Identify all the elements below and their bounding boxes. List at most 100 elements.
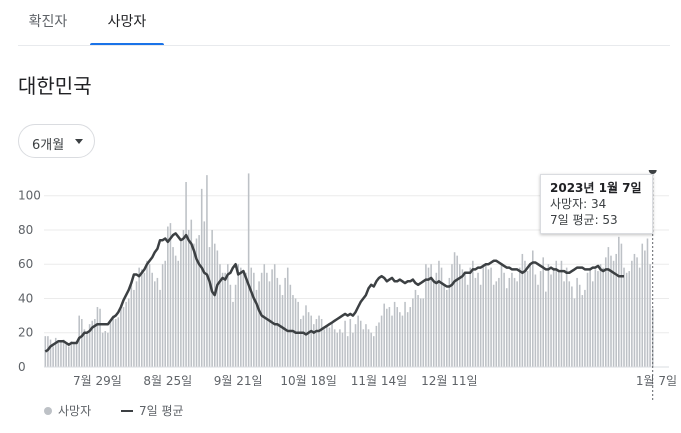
bar[interactable] bbox=[547, 264, 550, 367]
bar[interactable] bbox=[456, 255, 458, 367]
bar[interactable] bbox=[112, 315, 114, 367]
bar[interactable] bbox=[240, 267, 242, 367]
bar[interactable] bbox=[612, 260, 615, 367]
bar[interactable] bbox=[180, 241, 182, 367]
bar[interactable] bbox=[143, 272, 146, 367]
bar[interactable] bbox=[406, 312, 409, 367]
bar[interactable] bbox=[245, 272, 247, 367]
bar[interactable] bbox=[367, 329, 370, 367]
bar[interactable] bbox=[615, 253, 617, 367]
bar[interactable] bbox=[422, 298, 425, 367]
bar[interactable] bbox=[346, 336, 349, 367]
bar[interactable] bbox=[260, 272, 263, 367]
bar[interactable] bbox=[644, 250, 646, 367]
bar[interactable] bbox=[65, 343, 67, 367]
bar[interactable] bbox=[307, 312, 310, 367]
bar[interactable] bbox=[284, 277, 286, 367]
bar[interactable] bbox=[495, 281, 498, 367]
bar[interactable] bbox=[399, 312, 401, 367]
bar[interactable] bbox=[140, 269, 143, 367]
bar[interactable] bbox=[167, 226, 169, 367]
bar[interactable] bbox=[599, 264, 602, 367]
bar[interactable] bbox=[211, 229, 213, 367]
time-range-dropdown[interactable]: 6개월 bbox=[18, 124, 95, 158]
bar[interactable] bbox=[182, 229, 185, 367]
bar[interactable] bbox=[135, 281, 138, 367]
bar[interactable] bbox=[352, 332, 354, 367]
bar[interactable] bbox=[62, 339, 65, 367]
bar[interactable] bbox=[268, 281, 271, 367]
bar[interactable] bbox=[281, 295, 284, 367]
bar[interactable] bbox=[146, 260, 148, 367]
bar[interactable] bbox=[628, 271, 631, 367]
bar[interactable] bbox=[138, 267, 140, 367]
bar[interactable] bbox=[505, 288, 508, 367]
bar[interactable] bbox=[151, 272, 153, 367]
bar[interactable] bbox=[620, 243, 623, 367]
bar[interactable] bbox=[474, 277, 477, 367]
bar[interactable] bbox=[526, 271, 529, 367]
bar[interactable] bbox=[448, 277, 451, 367]
bar[interactable] bbox=[193, 243, 195, 367]
bar[interactable] bbox=[242, 272, 245, 367]
bar[interactable] bbox=[195, 238, 198, 367]
bar[interactable] bbox=[545, 291, 547, 367]
bar[interactable] bbox=[164, 260, 166, 367]
bar[interactable] bbox=[607, 247, 610, 367]
bar[interactable] bbox=[560, 260, 563, 367]
bar[interactable] bbox=[54, 337, 57, 367]
bar[interactable] bbox=[565, 267, 568, 367]
bar[interactable] bbox=[349, 319, 352, 367]
bar[interactable] bbox=[232, 301, 234, 367]
bar[interactable] bbox=[81, 319, 83, 367]
bar[interactable] bbox=[227, 264, 229, 367]
bar[interactable] bbox=[511, 272, 513, 367]
bar[interactable] bbox=[234, 284, 237, 367]
bar[interactable] bbox=[378, 322, 380, 367]
bar[interactable] bbox=[237, 264, 239, 367]
bar[interactable] bbox=[198, 235, 200, 367]
bar[interactable] bbox=[247, 173, 250, 367]
bar[interactable] bbox=[154, 281, 156, 367]
bar[interactable] bbox=[122, 307, 125, 367]
bar[interactable] bbox=[482, 264, 485, 367]
bar[interactable] bbox=[508, 277, 511, 367]
bar[interactable] bbox=[435, 272, 438, 367]
bar[interactable] bbox=[443, 284, 445, 367]
bar[interactable] bbox=[451, 264, 453, 367]
bar[interactable] bbox=[461, 269, 464, 367]
bar[interactable] bbox=[258, 281, 260, 367]
bar[interactable] bbox=[297, 301, 299, 367]
bar[interactable] bbox=[651, 308, 654, 367]
bar[interactable] bbox=[86, 332, 88, 367]
bar[interactable] bbox=[386, 308, 388, 367]
bar[interactable] bbox=[219, 264, 221, 367]
bar[interactable] bbox=[185, 181, 187, 367]
bar[interactable] bbox=[200, 188, 203, 367]
bar[interactable] bbox=[365, 324, 367, 367]
bar[interactable] bbox=[477, 272, 479, 367]
bar[interactable] bbox=[208, 247, 211, 367]
bar[interactable] bbox=[537, 284, 539, 367]
bar[interactable] bbox=[107, 332, 109, 367]
bar[interactable] bbox=[649, 264, 651, 367]
bar[interactable] bbox=[187, 229, 190, 367]
bar[interactable] bbox=[289, 284, 292, 367]
bar[interactable] bbox=[542, 257, 544, 367]
bar[interactable] bbox=[552, 267, 555, 367]
bar[interactable] bbox=[133, 289, 135, 367]
bar[interactable] bbox=[472, 260, 474, 367]
bar[interactable] bbox=[331, 322, 333, 367]
bar[interactable] bbox=[576, 277, 578, 367]
bar[interactable] bbox=[52, 346, 54, 367]
bar[interactable] bbox=[401, 315, 404, 367]
bar[interactable] bbox=[57, 343, 60, 367]
bar[interactable] bbox=[125, 301, 127, 367]
bar[interactable] bbox=[568, 281, 571, 367]
bar[interactable] bbox=[333, 329, 336, 367]
bar[interactable] bbox=[271, 269, 273, 367]
bar[interactable] bbox=[67, 346, 70, 367]
bar[interactable] bbox=[213, 243, 216, 367]
bar[interactable] bbox=[206, 175, 208, 367]
bar[interactable] bbox=[159, 289, 161, 367]
